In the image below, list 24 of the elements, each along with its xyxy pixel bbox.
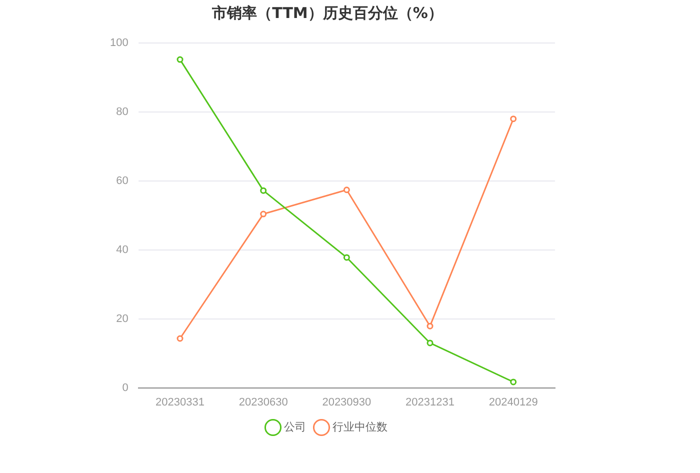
legend-label: 行业中位数 (332, 420, 388, 434)
point (343, 254, 350, 261)
point (176, 56, 184, 63)
x-tick-label: 20230331 (156, 396, 204, 408)
y-tick-label: 0 (122, 382, 128, 394)
chart-title: 市销率（TTM）历史百分位（%） (211, 4, 443, 22)
point (426, 340, 434, 346)
y-tick-label: 40 (116, 244, 128, 256)
y-tick-label: 80 (116, 106, 128, 118)
point (260, 210, 267, 218)
x-tick-label: 20240129 (488, 396, 538, 408)
legend-label: 公司 (284, 422, 306, 434)
point (510, 116, 517, 122)
x-tick-label: 20231231 (406, 396, 454, 408)
x-tick-label: 20230930 (322, 396, 372, 408)
y-tick-label: 100 (110, 37, 128, 50)
point (343, 186, 350, 194)
y-tick-label: 20 (116, 312, 128, 325)
point (176, 335, 184, 342)
point (510, 378, 517, 386)
x-tick-label: 20230630 (238, 396, 288, 408)
point (426, 322, 434, 330)
point (260, 187, 267, 194)
y-tick-label: 60 (116, 174, 128, 187)
